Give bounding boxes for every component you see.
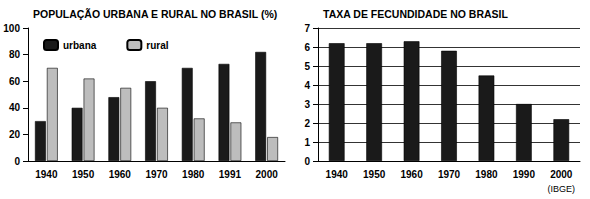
svg-text:(IBGE): (IBGE) <box>547 184 575 194</box>
svg-text:20: 20 <box>9 129 21 140</box>
svg-text:1: 1 <box>304 137 310 148</box>
svg-text:60: 60 <box>9 76 21 87</box>
svg-text:1950: 1950 <box>363 169 386 180</box>
svg-text:2000: 2000 <box>550 169 573 180</box>
svg-text:1970: 1970 <box>438 169 461 180</box>
svg-text:5: 5 <box>304 61 310 72</box>
svg-text:1980: 1980 <box>182 169 205 180</box>
svg-text:4: 4 <box>304 80 310 91</box>
svg-text:1990: 1990 <box>513 169 536 180</box>
svg-text:40: 40 <box>9 102 21 113</box>
svg-text:POPULAÇÃO URBANA E RURAL NO BR: POPULAÇÃO URBANA E RURAL NO BRASIL (%) <box>33 8 277 20</box>
svg-text:1940: 1940 <box>326 169 349 180</box>
svg-text:TAXA DE FECUNDIDADE NO BRASIL: TAXA DE FECUNDIDADE NO BRASIL <box>323 8 509 20</box>
svg-text:1970: 1970 <box>145 169 168 180</box>
svg-text:1960: 1960 <box>109 169 132 180</box>
svg-text:rural: rural <box>146 40 168 51</box>
svg-text:1980: 1980 <box>475 169 498 180</box>
svg-text:1991: 1991 <box>219 169 242 180</box>
svg-text:1950: 1950 <box>72 169 95 180</box>
svg-text:3: 3 <box>304 99 310 110</box>
svg-text:0: 0 <box>14 156 20 167</box>
svg-text:1960: 1960 <box>400 169 423 180</box>
svg-text:7: 7 <box>304 23 310 34</box>
svg-text:80: 80 <box>9 49 21 60</box>
svg-text:2000: 2000 <box>256 169 279 180</box>
svg-text:6: 6 <box>304 42 310 53</box>
svg-text:urbana: urbana <box>63 40 97 51</box>
svg-text:1940: 1940 <box>35 169 58 180</box>
svg-text:0: 0 <box>304 156 310 167</box>
svg-text:2: 2 <box>304 118 310 129</box>
svg-text:100: 100 <box>3 23 20 34</box>
